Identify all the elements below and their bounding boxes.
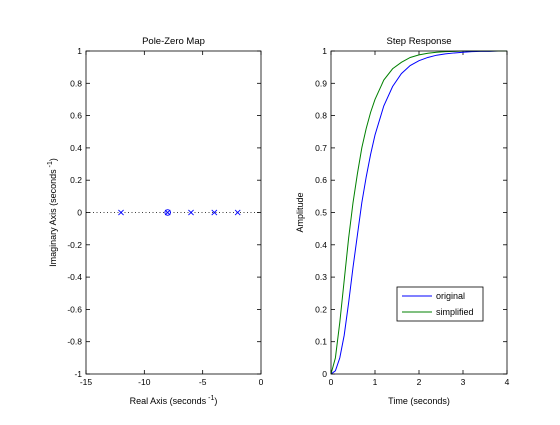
pole-zero-ylabel-text: Imaginary Axis (seconds: [48, 169, 58, 267]
pole-zero-ylabel-sup: -1: [47, 161, 54, 167]
pole-zero-ytick-label: -0.6: [67, 304, 82, 314]
pole-zero-ytick-label: 0.8: [70, 78, 82, 88]
pole-marker: [164, 209, 171, 216]
pole-zero-xlabel-close: ): [214, 396, 217, 406]
legend-label-original: original: [436, 291, 465, 301]
pole-zero-ytick-label: 0.2: [70, 175, 82, 185]
step-response-xtick-label: 1: [373, 377, 378, 387]
step-response-ytick-label: 0.9: [315, 78, 327, 88]
pole-zero-ytick-label: 1: [77, 46, 82, 56]
pole-zero-xtick-label: -15: [80, 377, 93, 387]
pole-zero-ytick-label: -1: [74, 369, 82, 379]
pole-zero-axes: -15 -10 -5 0 -1 -0.8 -0.6 -0.4 -0.2 0 0.2 0.4 0.6 0.8…: [47, 36, 264, 406]
step-response-ytick-label: 0.1: [315, 337, 327, 347]
pole-zero-ylabel: Imaginary Axis (seconds -1): [47, 158, 58, 267]
step-response-ytick-label: 0.6: [315, 175, 327, 185]
zero-marker: [164, 209, 171, 216]
pole-zero-ytick-label: -0.2: [67, 240, 82, 250]
pole-marker: [118, 209, 124, 216]
step-response-xtick-label: 3: [461, 377, 466, 387]
step-response-xtick-label: 4: [505, 377, 510, 387]
step-response-axes: 0 1 2 3 4 0 0.1 0.2 0.3 0.4 0.5 0.6 0.7 0.8 0.9 1 Step …: [295, 36, 510, 406]
step-response-axes-frame: [330, 50, 508, 375]
step-response-legend: original simplified: [396, 286, 484, 322]
step-response-ytick-label: 0.8: [315, 111, 327, 121]
step-response-ytick-label: 0.3: [315, 272, 327, 282]
pole-zero-xlabel-sup: -1: [208, 395, 214, 402]
step-response-title: Step Response: [387, 36, 452, 47]
pole-zero-ytick-label: -0.4: [67, 272, 82, 282]
legend-label-simplified: simplified: [436, 307, 474, 317]
pole-zero-ytick-label: 0.4: [70, 143, 82, 153]
pole-marker: [234, 209, 241, 216]
pole-marker: [188, 209, 194, 216]
pole-zero-xlabel-text: Real Axis (seconds: [130, 396, 207, 406]
pole-zero-ylabel-close: ): [48, 158, 58, 161]
legend-box: [396, 286, 484, 322]
step-response-xtick-label: 2: [417, 377, 422, 387]
step-response-ytick-label: 1: [322, 46, 327, 56]
pole-zero-xtick-label: -10: [138, 377, 151, 387]
step-response-ticks: 0 1 2 3 4 0 0.1 0.2 0.3 0.4 0.5 0.6 0.7 0.8 0.9 1: [315, 46, 509, 387]
pole-zero-markers: [118, 209, 241, 216]
pole-zero-ytick-label: 0.6: [70, 111, 82, 121]
pole-zero-xlabel: Real Axis (seconds -1): [130, 395, 218, 406]
pole-zero-ytick-label: -0.8: [67, 337, 82, 347]
pole-marker: [211, 209, 218, 216]
pole-zero-title: Pole-Zero Map: [142, 36, 205, 47]
step-response-ylabel: Amplitude: [295, 192, 305, 232]
step-response-xtick-label: 0: [329, 377, 334, 387]
step-response-plot-area: [331, 51, 507, 374]
pole-zero-axes-frame: [85, 50, 262, 375]
step-response-xlabel: Time (seconds): [388, 396, 450, 406]
series-line-original: [330, 50, 507, 375]
step-response-ytick-label: 0: [322, 369, 327, 379]
pole-zero-xtick-label: -5: [199, 377, 207, 387]
step-response-ytick-label: 0.2: [315, 304, 327, 314]
step-response-ytick-label: 0.7: [315, 143, 327, 153]
step-response-ytick-label: 0.5: [315, 208, 327, 218]
pole-zero-ytick-label: 0: [77, 208, 82, 218]
pole-zero-xtick-label: 0: [259, 377, 264, 387]
step-response-ytick-label: 0.4: [315, 240, 327, 250]
